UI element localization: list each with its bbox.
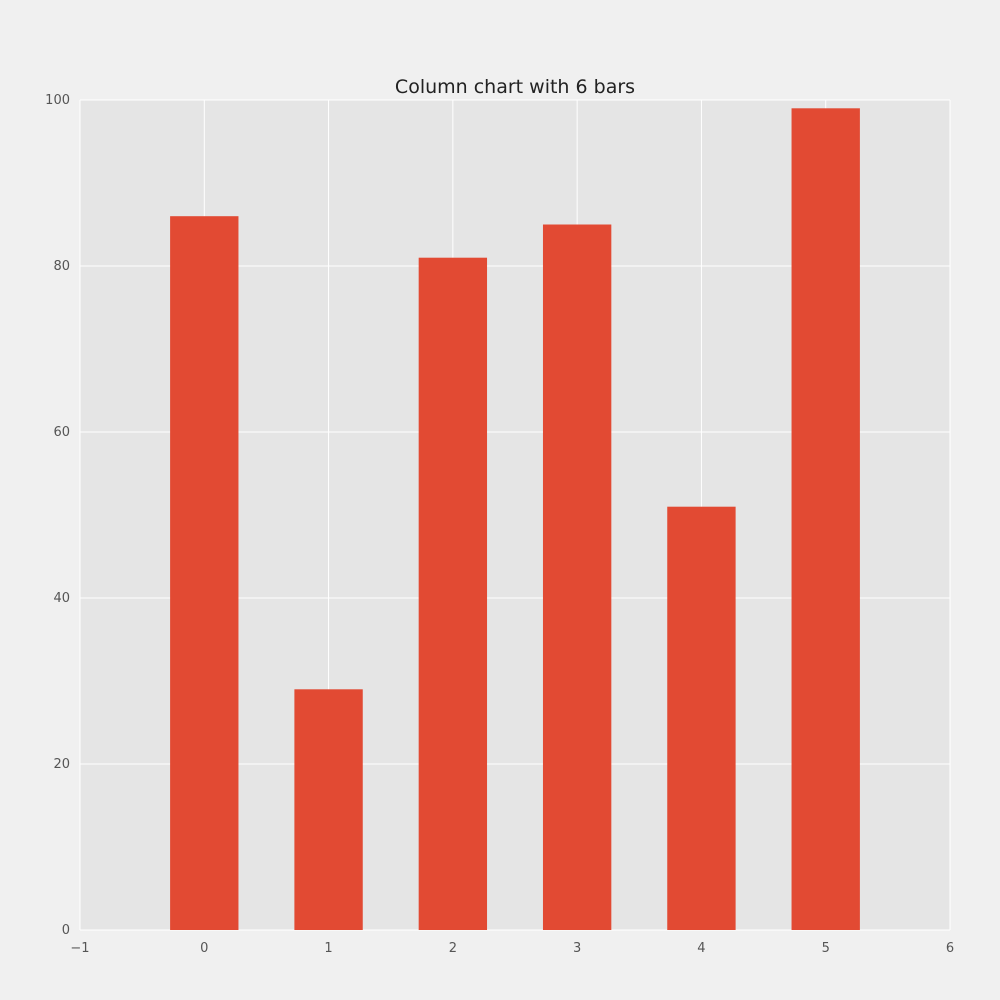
x-tick-label: 4 <box>697 941 705 956</box>
x-tick-label: 1 <box>324 941 332 956</box>
bar-1 <box>294 689 363 930</box>
y-axis-ticks: 0 20 40 60 80 100 <box>45 93 70 938</box>
bar-3 <box>542 224 612 930</box>
y-tick-label: 80 <box>53 259 70 274</box>
x-tick-label: 2 <box>449 941 457 956</box>
x-tick-label: 5 <box>822 941 830 956</box>
bars <box>170 108 860 931</box>
x-axis-ticks: −1 0 1 2 3 4 5 6 <box>70 941 954 956</box>
bar-5 <box>791 108 860 931</box>
chart-title: Column chart with 6 bars <box>395 76 635 98</box>
bar-4 <box>667 506 736 930</box>
y-tick-label: 20 <box>53 757 70 772</box>
x-tick-label: −1 <box>70 941 89 956</box>
y-tick-label: 100 <box>45 93 70 108</box>
bar-2 <box>418 257 488 930</box>
y-tick-label: 40 <box>53 591 70 606</box>
y-tick-label: 60 <box>53 425 70 440</box>
bar-0 <box>170 216 239 930</box>
y-tick-label: 0 <box>62 923 70 938</box>
x-tick-label: 3 <box>573 941 581 956</box>
x-tick-label: 0 <box>200 941 208 956</box>
x-tick-label: 6 <box>946 941 954 956</box>
